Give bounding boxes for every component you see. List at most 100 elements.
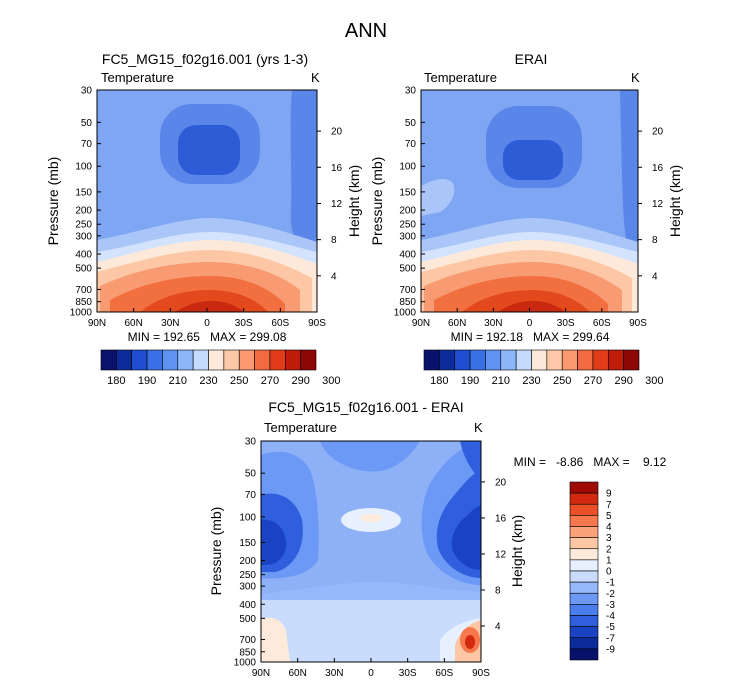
y-tick-label: 100 (75, 162, 92, 173)
panel-diff-ylabel-right: Height (km) (509, 515, 525, 587)
panel-model-units: K (311, 70, 320, 85)
x-tick-label: 60N (288, 668, 306, 679)
y-tick-label: 400 (239, 600, 256, 611)
panel-diff-x-ticks: 90N 60N 30N 0 30S 60S 90S (252, 658, 490, 679)
field-band-red (462, 290, 590, 312)
y-tick-label: 1000 (70, 308, 93, 319)
colorbar-abs-right: 180 190 210 230 250 270 290 300 (423, 349, 664, 387)
field-band-light-patch (421, 179, 455, 216)
colorbar-label: 270 (261, 375, 279, 387)
y-tick-label: 150 (399, 187, 416, 198)
x-tick-label: 60N (124, 318, 142, 329)
colorbar-swatch (531, 349, 548, 371)
colorbar-swatch (454, 349, 471, 371)
colorbar-label: 300 (645, 375, 663, 387)
colorbar-swatch (623, 349, 640, 371)
panel-diff-units: K (474, 420, 483, 435)
x-tick-label: 90S (472, 668, 490, 679)
field-band-right-dark (451, 505, 481, 570)
x-tick-label: 30N (484, 318, 502, 329)
colorbar-label: 7 (606, 500, 612, 511)
y-right-tick-label: 12 (652, 199, 664, 210)
panel-model-x-ticks: 90N 60N 30N 0 30S 60S 90S (88, 308, 326, 329)
colorbar-swatch (439, 349, 456, 371)
y-tick-label: 250 (75, 220, 92, 231)
colorbar-label: 290 (614, 375, 632, 387)
colorbar-label: -3 (606, 600, 615, 611)
colorbar-swatch (569, 481, 599, 494)
x-tick-label: 30S (235, 318, 253, 329)
colorbar-label: 270 (584, 375, 602, 387)
colorbar-abs-left: 180 190 210 230 250 270 290 300 (100, 349, 341, 387)
y-tick-label: 300 (75, 231, 92, 242)
x-tick-label: 0 (368, 668, 374, 679)
y-tick-label: 850 (75, 297, 92, 308)
x-tick-label: 60N (448, 318, 466, 329)
colorbar-swatch (223, 349, 240, 371)
panel-model-ylabel: Pressure (mb) (45, 157, 61, 246)
y-tick-label: 500 (239, 614, 256, 625)
colorbar-swatch (284, 349, 301, 371)
colorbar-label: -5 (606, 622, 615, 633)
colorbar-swatch (569, 626, 599, 639)
y-tick-label: 70 (81, 139, 93, 150)
x-tick-label: 30S (399, 668, 417, 679)
colorbar-swatch (569, 526, 599, 538)
y-tick-label: 200 (75, 206, 92, 217)
colorbar-label: 210 (169, 375, 187, 387)
panel-obs-field (421, 90, 638, 312)
y-tick-label: 150 (75, 187, 92, 198)
y-right-tick-label: 16 (331, 163, 343, 174)
colorbar-swatch (561, 349, 578, 371)
y-right-tick-label: 12 (495, 549, 507, 560)
colorbar-label: -1 (606, 578, 615, 589)
y-tick-label: 50 (405, 118, 417, 129)
colorbar-swatch (500, 349, 517, 371)
colorbar-label: -9 (606, 644, 615, 655)
colorbar-label: 5 (606, 511, 612, 522)
colorbar-swatch (569, 592, 599, 605)
y-tick-label: 1000 (234, 658, 257, 669)
colorbar-swatch (515, 349, 532, 371)
field-band-dark-red (175, 301, 245, 312)
colorbar-swatch (177, 349, 194, 371)
y-tick-label: 50 (245, 469, 257, 480)
y-tick-label: 700 (399, 285, 416, 296)
y-right-tick-label: 8 (495, 585, 501, 596)
colorbar-swatch (569, 503, 599, 516)
panel-model-title: FC5_MG15_f02g16.001 (yrs 1-3) (102, 51, 308, 67)
colorbar-swatch (146, 349, 163, 371)
panel-obs-yr-ticks: 4 8 12 16 20 (638, 127, 664, 282)
y-tick-label: 70 (405, 139, 417, 150)
colorbar-swatch (208, 349, 225, 371)
colorbar-swatch (116, 349, 133, 371)
colorbar-swatch (569, 570, 599, 583)
panel-obs-ylabel-right: Height (km) (667, 165, 683, 237)
x-tick-label: 90N (412, 318, 430, 329)
y-right-tick-label: 20 (331, 127, 343, 138)
colorbar-label: 250 (230, 375, 248, 387)
colorbar-swatch (569, 548, 599, 561)
field-band-left-dark (261, 519, 287, 565)
colorbar-swatch (238, 349, 255, 371)
y-tick-label: 70 (245, 490, 257, 501)
panel-diff-yr-ticks: 4 8 12 16 20 (481, 477, 507, 632)
y-tick-label: 700 (239, 635, 256, 646)
x-tick-label: 30S (557, 318, 575, 329)
y-right-tick-label: 4 (652, 271, 658, 282)
x-tick-label: 0 (204, 318, 210, 329)
colorbar-swatch (423, 349, 440, 371)
colorbar-label: -7 (606, 633, 615, 644)
colorbar-swatch (100, 349, 117, 371)
field-band-center-warm (360, 514, 382, 522)
y-tick-label: 30 (81, 86, 93, 97)
field-band-top-center (320, 441, 420, 472)
colorbar-label: 300 (322, 375, 340, 387)
y-tick-label: 850 (399, 297, 416, 308)
colorbar-label: 190 (138, 375, 156, 387)
field-band-bottom-left-warm (261, 617, 290, 662)
x-tick-label: 90S (308, 318, 326, 329)
colorbar-label: 1 (606, 555, 612, 566)
